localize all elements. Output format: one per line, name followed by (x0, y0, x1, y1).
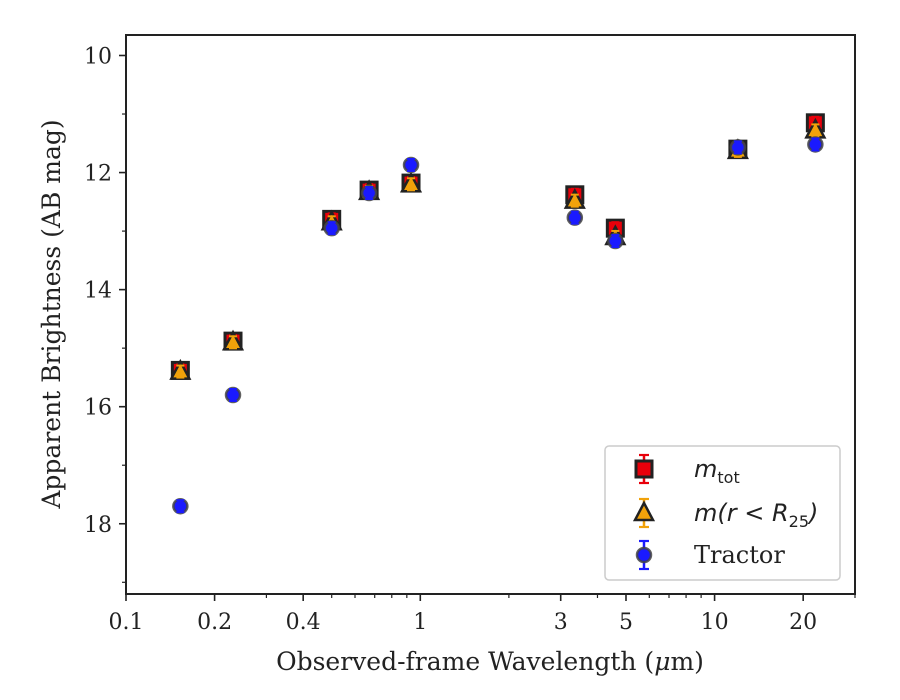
series-mtot (170, 113, 825, 380)
legend-label: mtot (694, 455, 740, 487)
legend-entry-mtot: mtot (634, 453, 740, 487)
legend-label: Tractor (694, 541, 785, 569)
y-tick-label: 14 (84, 279, 112, 304)
legend-entry-tractor: Tractor (635, 539, 785, 571)
legend-frame (604, 445, 841, 581)
series-mr25 (169, 117, 827, 380)
data-point (807, 136, 824, 153)
legend-triangle-marker (632, 500, 656, 522)
x-tick-label: 5 (619, 610, 633, 635)
x-tick-label: 10 (701, 610, 729, 635)
legend-entry-mr25: m(r < R25) (632, 497, 818, 531)
data-point (729, 139, 747, 156)
x-tick-label: 0.1 (109, 610, 144, 635)
y-tick-label: 12 (84, 162, 112, 187)
data-point (402, 156, 420, 174)
plot-frame (125, 34, 856, 595)
data-point (221, 329, 245, 351)
data-points (169, 113, 827, 515)
legend-circle-marker (635, 546, 653, 564)
y-axis-label: Apparent Brightness (AB mag) (37, 119, 66, 509)
legend: mtot m(r < R25) Tractor (604, 445, 841, 581)
legend-label: m(r < R25) (694, 499, 818, 531)
plot-area (125, 34, 856, 595)
data-point (607, 232, 624, 250)
data-point (224, 386, 242, 404)
x-tick-label: 3 (554, 610, 568, 635)
y-tick-label: 18 (84, 513, 112, 538)
data-point (399, 171, 423, 193)
x-axis-label: Observed-frame Wavelength (μm) (276, 647, 704, 676)
data-point (172, 497, 189, 515)
data-point (169, 358, 192, 380)
data-point (360, 184, 378, 202)
y-tick-label: 16 (84, 396, 112, 421)
data-point (323, 219, 340, 237)
series-tractor (172, 136, 824, 515)
axis-ticks: 10 12 14 16 18 0.1 0.2 0.4 1 3 5 10 20 (84, 44, 856, 635)
x-tick-label: 1 (413, 610, 427, 635)
y-tick-label: 10 (84, 44, 112, 69)
data-point (566, 209, 584, 226)
data-point (563, 187, 586, 209)
x-tick-label: 0.4 (286, 610, 321, 635)
x-tick-label: 0.2 (197, 610, 232, 635)
legend-square-marker (634, 459, 654, 479)
x-tick-label: 20 (789, 610, 817, 635)
